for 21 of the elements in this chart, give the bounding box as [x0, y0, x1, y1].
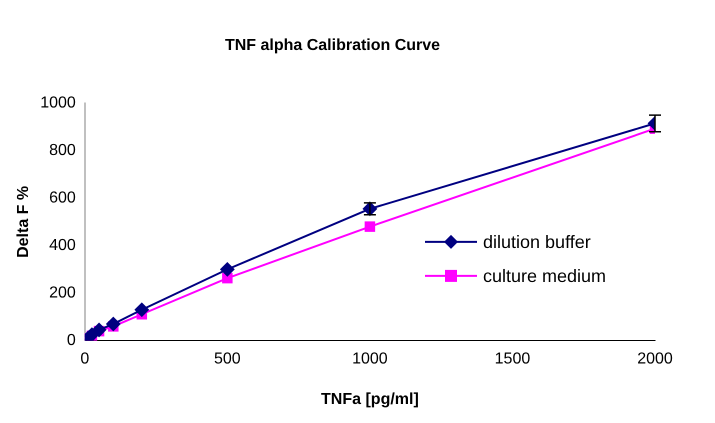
x-axis-title: TNFa [pg/ml]: [321, 390, 419, 408]
x-tick-label: 2000: [637, 350, 673, 368]
point: [106, 316, 120, 331]
y-tick-label: 800: [49, 142, 76, 160]
x-tick-label: 1000: [352, 350, 388, 368]
chart-title: TNF alpha Calibration Curve: [224, 37, 440, 54]
point: [220, 262, 234, 276]
y-tick-label: 200: [49, 284, 76, 302]
point: [92, 322, 106, 337]
legend-label: culture medium: [483, 266, 606, 286]
y-tick-label: 1000: [40, 94, 76, 112]
x-tick-label: 500: [214, 350, 241, 368]
y-tick-label: 600: [49, 190, 76, 207]
y-tick-label: 0: [66, 332, 76, 350]
y-axis-title: Delta F %: [15, 186, 32, 258]
y-tick-label: 400: [49, 237, 76, 254]
x-tick-label: 1500: [494, 350, 530, 368]
x-tick-label: 0: [80, 350, 90, 368]
legend-label: dilution buffer: [483, 232, 591, 252]
point: [364, 221, 376, 232]
point: [134, 302, 149, 317]
